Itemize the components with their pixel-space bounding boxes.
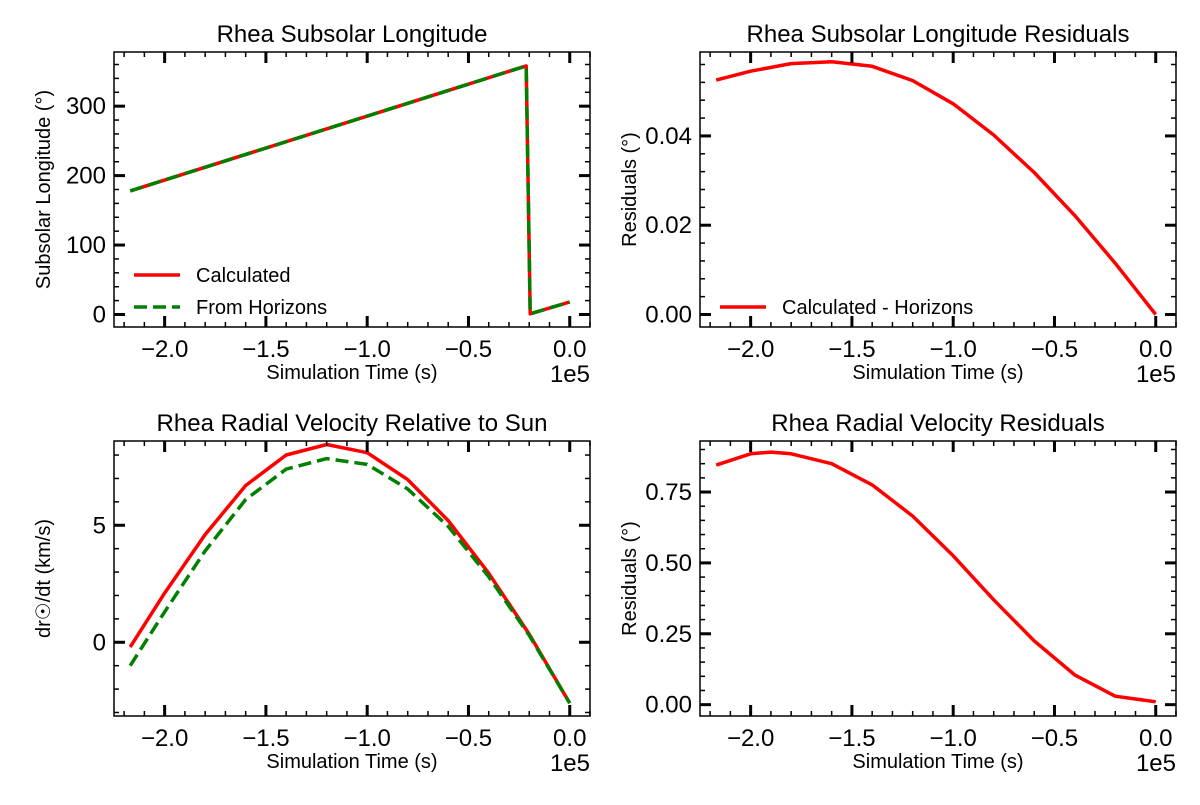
legend: Calculated - Horizons: [720, 297, 973, 319]
y-tick-label: 5: [93, 512, 106, 539]
panel-radial-velocity-residuals: Rhea Radial Velocity Residuals Simulatio…: [619, 410, 1177, 777]
x-tick-label: 0.0: [1139, 725, 1172, 752]
axes-frame: [113, 440, 591, 717]
y-tick-label: 0.75: [645, 479, 692, 506]
ticks: −2.0 −1.5 −1.0 −0.5 0.0 0 100 200 300: [66, 52, 591, 363]
panel-subsolar-longitude-residuals: Rhea Subsolar Longitude Residuals Simula…: [619, 21, 1177, 388]
x-tick-label: 0.0: [553, 336, 586, 363]
x-offset-label: 1e5: [1136, 750, 1176, 777]
x-tick-label: −0.5: [445, 725, 492, 752]
x-tick-label: −1.5: [828, 725, 875, 752]
plot-area: [715, 60, 1158, 316]
panel-subsolar-longitude: Rhea Subsolar Longitude Simulation Time …: [33, 21, 591, 388]
x-tick-label: −1.5: [828, 336, 875, 363]
y-axis-label: Residuals (°): [619, 521, 641, 636]
x-tick-label: −1.5: [242, 336, 289, 363]
legend-label: Calculated - Horizons: [782, 297, 973, 319]
axes-frame: [699, 440, 1177, 717]
series-line-calculated-horizons: [715, 450, 1156, 704]
y-axis-label: dr☉/dt (km/s): [33, 519, 55, 638]
y-tick-label: 0.02: [645, 212, 692, 239]
x-tick-label: −0.5: [445, 336, 492, 363]
chart-title: Rhea Subsolar Longitude: [217, 21, 488, 48]
x-offset-label: 1e5: [1136, 361, 1176, 388]
ticks: −2.0 −1.5 −1.0 −0.5 0.0 0.00 0.25 0.50 0.75: [645, 441, 1177, 752]
series-line-from-horizons: [129, 64, 571, 316]
legend-label: From Horizons: [196, 297, 327, 319]
y-tick-label: 0: [93, 629, 106, 656]
chart-title: Rhea Subsolar Longitude Residuals: [747, 21, 1130, 48]
x-axis-label: Simulation Time (s): [852, 362, 1023, 384]
series-line-from-horizons: [128, 456, 572, 704]
x-axis-label: Simulation Time (s): [266, 362, 437, 384]
legend-label: Calculated: [196, 265, 291, 287]
x-tick-label: −2.0: [727, 725, 774, 752]
y-tick-label: 300: [66, 93, 106, 120]
y-axis-label: Subsolar Longitude (°): [33, 90, 55, 289]
x-tick-label: −0.5: [1031, 336, 1078, 363]
y-tick-label: 0: [93, 302, 106, 329]
x-offset-label: 1e5: [550, 750, 590, 777]
x-axis-label: Simulation Time (s): [852, 751, 1023, 773]
y-tick-label: 0.00: [645, 302, 692, 329]
x-tick-label: 0.0: [553, 725, 586, 752]
y-tick-label: 100: [66, 232, 106, 259]
x-tick-label: −2.0: [727, 336, 774, 363]
series-line-calculated: [128, 442, 572, 704]
plot-area: [715, 450, 1156, 704]
x-tick-label: −1.0: [343, 336, 390, 363]
y-tick-label: 200: [66, 163, 106, 190]
y-tick-label: 0.50: [645, 550, 692, 577]
plot-area: [128, 442, 572, 704]
y-axis-label: Residuals (°): [619, 132, 641, 247]
chart-title: Rhea Radial Velocity Residuals: [771, 410, 1105, 437]
y-tick-label: 0.04: [645, 123, 692, 150]
x-axis-label: Simulation Time (s): [266, 751, 437, 773]
x-tick-label: −1.0: [929, 725, 976, 752]
ticks: −2.0 −1.5 −1.0 −0.5 0.0 0 5: [93, 441, 591, 752]
y-tick-label: 0.00: [645, 692, 692, 719]
x-offset-label: 1e5: [550, 361, 590, 388]
x-tick-label: −2.0: [141, 725, 188, 752]
x-tick-label: −1.5: [242, 725, 289, 752]
x-tick-label: −1.0: [929, 336, 976, 363]
ticks: −2.0 −1.5 −1.0 −0.5 0.0 0.00 0.02 0.04: [645, 52, 1177, 363]
panel-radial-velocity: Rhea Radial Velocity Relative to Sun Sim…: [33, 410, 591, 777]
chart-title: Rhea Radial Velocity Relative to Sun: [157, 410, 548, 437]
x-tick-label: −0.5: [1031, 725, 1078, 752]
x-tick-label: 0.0: [1139, 336, 1172, 363]
x-tick-label: −1.0: [343, 725, 390, 752]
plot-area: [129, 64, 571, 316]
series-line-calculated-horizons: [715, 60, 1158, 316]
x-tick-label: −2.0: [141, 336, 188, 363]
legend: Calculated From Horizons: [134, 265, 327, 319]
y-tick-label: 0.25: [645, 621, 692, 648]
